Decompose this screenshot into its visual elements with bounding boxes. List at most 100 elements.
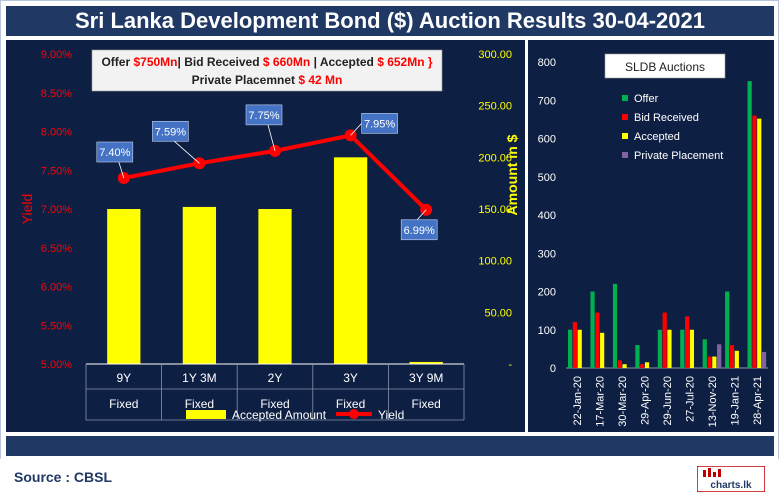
side-axis-tick: 100 (538, 325, 556, 337)
sldb-bar-bid-received (662, 312, 667, 368)
side-axis-tick: 400 (538, 210, 556, 222)
sldb-bar-offer (635, 345, 640, 368)
data-label-leader (267, 124, 276, 151)
accepted-amount-bar (333, 157, 368, 364)
annotation-line-2: Private Placemnet $ 42 Mn (192, 73, 343, 87)
sldb-bar-bid-received (572, 322, 577, 368)
yield-data-label: 7.59% (155, 126, 186, 138)
side-legend-swatch (622, 95, 628, 101)
category-group-label: Fixed (109, 397, 138, 411)
category-label: 3Y 9M (409, 371, 443, 385)
side-category-label: 28-Apr-21 (752, 376, 764, 425)
annotation-part: $ 42 Mn (298, 73, 342, 87)
side-legend-label: Accepted (634, 131, 680, 143)
category-group-label: Fixed (336, 397, 365, 411)
accepted-amount-bar (182, 206, 217, 364)
side-axis-tick: 0 (550, 363, 556, 375)
sldb-bar-bid-received (617, 360, 622, 368)
left-axis-tick: 9.00% (41, 49, 72, 61)
data-label-leader (350, 123, 362, 136)
side-legend-label: Bid Received (634, 112, 699, 124)
sldb-bar-accepted (667, 329, 672, 368)
side-axis-tick: 700 (538, 95, 556, 107)
sldb-bar-offer (747, 81, 752, 368)
annotation-part: | Accepted (310, 55, 377, 69)
side-category-label: 29-Jun-20 (662, 376, 674, 426)
sldb-bar-private-placement (761, 351, 767, 368)
sldb-bar-offer (657, 329, 662, 368)
right-axis-tick: 300.00 (478, 49, 512, 61)
yield-data-label-box (96, 141, 134, 163)
charts-lk-logo: charts.lk (697, 466, 765, 492)
right-axis-tick: 250.00 (478, 101, 512, 113)
accepted-amount-bar (107, 209, 141, 364)
left-axis-tick: 8.00% (41, 127, 72, 139)
yield-data-label: 7.40% (99, 147, 130, 159)
annotation-part: $750Mn (133, 55, 177, 69)
data-label-leader (174, 140, 200, 164)
sldb-bar-accepted (644, 362, 650, 368)
right-axis-tick: 50.00 (484, 307, 512, 319)
category-group-label: Fixed (185, 397, 214, 411)
sldb-bar-accepted (734, 350, 739, 368)
side-category-label: 13-Nov-20 (707, 376, 719, 427)
yield-data-label-box (152, 120, 189, 142)
side-legend-swatch (622, 133, 628, 139)
sldb-bar-accepted (689, 329, 695, 368)
sldb-bar-bid-received (729, 345, 735, 368)
side-legend-label: Offer (634, 93, 659, 105)
page-title: Sri Lanka Development Bond ($) Auction R… (6, 6, 774, 36)
sldb-bar-offer (612, 283, 618, 368)
left-axis-tick: 5.50% (41, 320, 72, 332)
source-label: Source : CBSL (14, 469, 113, 485)
yield-data-label: 7.95% (364, 118, 395, 130)
sldb-bar-bid-received (595, 312, 600, 368)
sldb-bar-offer (702, 339, 707, 368)
left-axis-tick: 6.00% (41, 282, 72, 294)
yield-data-label: 6.99% (404, 225, 435, 237)
side-axis-tick: 300 (538, 248, 556, 260)
left-axis-tick: 5.00% (41, 359, 72, 371)
logo-text: charts.lk (710, 480, 752, 491)
side-category-label: 22-Jan-20 (572, 376, 584, 426)
yield-data-label: 7.75% (248, 110, 279, 122)
right-axis-title: Amount in $ (504, 134, 520, 215)
category-group-label: Fixed (260, 397, 289, 411)
side-axis-tick: 200 (538, 287, 556, 299)
left-axis-title: Yield (19, 194, 35, 225)
sldb-bar-bid-received (707, 356, 712, 368)
yield-bar-line-chart: 5.00% 5.50% 6.00% 6.50% 7.00% 7.50% 8.00% 8.50%… (19, 49, 520, 422)
source-bar: Source : CBSL (0, 459, 779, 497)
side-category-label: 27-Jul-20 (684, 376, 696, 422)
sldb-bar-accepted (712, 356, 717, 368)
category-label: 2Y (268, 371, 283, 385)
accepted-amount-bar (409, 361, 443, 364)
legend-label-yield: Yield (378, 408, 404, 422)
right-axis-tick: 100.00 (478, 256, 512, 268)
left-axis-tick: 8.50% (41, 88, 72, 100)
side-category-label: 30-Mar-20 (617, 376, 629, 427)
sldb-bar-accepted (622, 364, 627, 368)
annotation-part: | Bid Received (178, 55, 263, 69)
side-category-label: 29-Apr-20 (640, 376, 652, 425)
right-axis-tick: - (508, 359, 512, 371)
category-label: 9Y (116, 371, 131, 385)
legend-label-accepted: Accepted Amount (232, 408, 327, 422)
annotation-part: Offer (101, 55, 133, 69)
left-axis-tick: 6.50% (41, 243, 72, 255)
side-legend-swatch (622, 152, 628, 158)
sldb-bar-accepted (757, 118, 762, 368)
side-axis-tick: 600 (538, 134, 556, 146)
side-legend-swatch (622, 114, 628, 120)
side-axis-tick: 500 (538, 172, 556, 184)
sldb-bar-offer (590, 291, 595, 368)
left-axis-tick: 7.00% (41, 204, 72, 216)
data-label-leader (118, 161, 125, 179)
annotation-part: $ 652Mn } (377, 55, 433, 69)
category-label: 3Y (343, 371, 358, 385)
sldb-bar-offer (568, 329, 573, 368)
side-axis-tick: 800 (538, 57, 556, 69)
sldb-bar-bid-received (640, 364, 645, 368)
annotation-line-1: Offer $750Mn| Bid Received $ 660Mn | Acc… (101, 55, 432, 69)
sldb-bar-accepted (600, 332, 605, 368)
